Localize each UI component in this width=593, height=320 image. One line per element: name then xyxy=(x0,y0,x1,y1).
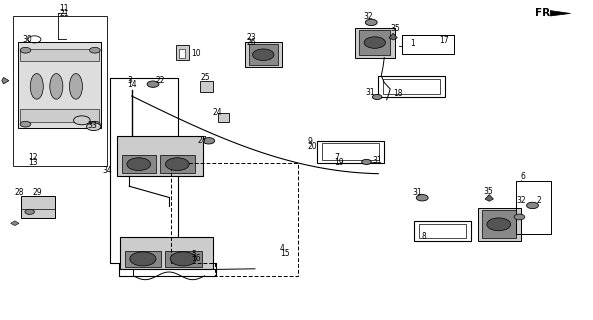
Bar xyxy=(419,224,466,238)
Circle shape xyxy=(170,252,196,266)
Text: 12: 12 xyxy=(28,153,38,162)
Bar xyxy=(478,208,521,241)
Text: 3: 3 xyxy=(127,76,132,85)
Circle shape xyxy=(87,123,101,131)
Circle shape xyxy=(165,158,189,171)
Text: 26: 26 xyxy=(247,38,256,47)
Polygon shape xyxy=(2,77,9,84)
Text: 20: 20 xyxy=(307,142,317,151)
Bar xyxy=(165,251,202,267)
Circle shape xyxy=(127,158,151,171)
Text: 32: 32 xyxy=(363,12,372,21)
Ellipse shape xyxy=(50,74,63,99)
Text: 30: 30 xyxy=(23,35,32,44)
Bar xyxy=(18,42,101,128)
Text: 22: 22 xyxy=(155,76,165,85)
Bar xyxy=(160,155,195,173)
Bar xyxy=(245,42,282,67)
Bar xyxy=(176,45,189,60)
Circle shape xyxy=(74,116,90,125)
Bar xyxy=(402,35,454,54)
Bar xyxy=(322,143,379,160)
Bar xyxy=(218,113,229,122)
Text: 14: 14 xyxy=(127,80,137,89)
Circle shape xyxy=(20,47,31,53)
Text: 35: 35 xyxy=(484,187,493,196)
Text: 24: 24 xyxy=(212,108,222,117)
Text: 11: 11 xyxy=(59,4,69,13)
Text: 1: 1 xyxy=(410,39,415,48)
Polygon shape xyxy=(550,11,570,16)
Bar xyxy=(482,210,516,238)
Text: 28: 28 xyxy=(14,188,24,197)
Text: 4: 4 xyxy=(280,244,285,253)
Ellipse shape xyxy=(69,74,82,99)
Circle shape xyxy=(147,81,159,87)
Polygon shape xyxy=(389,33,397,40)
Circle shape xyxy=(25,209,34,214)
Text: 9: 9 xyxy=(307,137,312,146)
Circle shape xyxy=(527,202,538,209)
Bar xyxy=(414,221,471,241)
Circle shape xyxy=(130,252,156,266)
Bar xyxy=(120,237,213,269)
Circle shape xyxy=(90,47,100,53)
Bar xyxy=(200,81,213,92)
Polygon shape xyxy=(485,195,493,201)
Circle shape xyxy=(253,49,274,60)
Bar xyxy=(179,49,185,58)
Bar xyxy=(249,44,278,65)
Text: 31: 31 xyxy=(372,156,382,165)
Bar xyxy=(378,76,445,97)
Bar xyxy=(117,136,203,176)
Text: 15: 15 xyxy=(280,249,289,258)
Circle shape xyxy=(20,121,31,127)
Text: 25: 25 xyxy=(200,73,210,82)
Text: 2: 2 xyxy=(537,196,541,204)
Text: 23: 23 xyxy=(247,33,256,42)
Circle shape xyxy=(362,159,371,164)
Text: 31: 31 xyxy=(413,188,422,197)
Text: 27: 27 xyxy=(197,136,207,145)
Circle shape xyxy=(487,218,511,231)
Text: 21: 21 xyxy=(59,9,69,18)
Text: 31: 31 xyxy=(365,88,375,97)
Text: 5: 5 xyxy=(191,250,196,259)
Circle shape xyxy=(364,37,385,48)
Circle shape xyxy=(90,121,100,127)
Bar xyxy=(359,30,390,55)
Bar xyxy=(21,196,55,218)
Circle shape xyxy=(203,138,215,144)
Text: 35: 35 xyxy=(390,24,400,33)
Text: 17: 17 xyxy=(439,36,448,45)
Bar xyxy=(20,109,99,122)
Text: 6: 6 xyxy=(521,172,525,181)
Bar xyxy=(383,79,440,94)
Text: 8: 8 xyxy=(421,232,426,241)
Text: 7: 7 xyxy=(334,153,339,162)
Circle shape xyxy=(514,214,525,220)
Bar xyxy=(20,49,99,61)
Text: FR.: FR. xyxy=(535,8,554,19)
Text: 18: 18 xyxy=(393,89,403,98)
Text: 32: 32 xyxy=(516,196,525,204)
Text: 33: 33 xyxy=(88,121,97,130)
Bar xyxy=(13,16,107,166)
Circle shape xyxy=(416,195,428,201)
Polygon shape xyxy=(11,221,19,226)
Bar xyxy=(122,155,156,173)
Text: 29: 29 xyxy=(33,188,42,197)
Text: 16: 16 xyxy=(191,254,200,263)
Bar xyxy=(125,251,161,267)
Bar xyxy=(516,181,551,234)
Bar xyxy=(355,28,395,58)
Bar xyxy=(317,141,384,163)
Ellipse shape xyxy=(30,74,43,99)
Text: 34: 34 xyxy=(102,166,111,175)
Circle shape xyxy=(365,19,377,26)
Text: 13: 13 xyxy=(28,158,38,167)
Circle shape xyxy=(372,94,382,100)
Text: 10: 10 xyxy=(191,49,200,58)
Text: 19: 19 xyxy=(334,158,344,167)
